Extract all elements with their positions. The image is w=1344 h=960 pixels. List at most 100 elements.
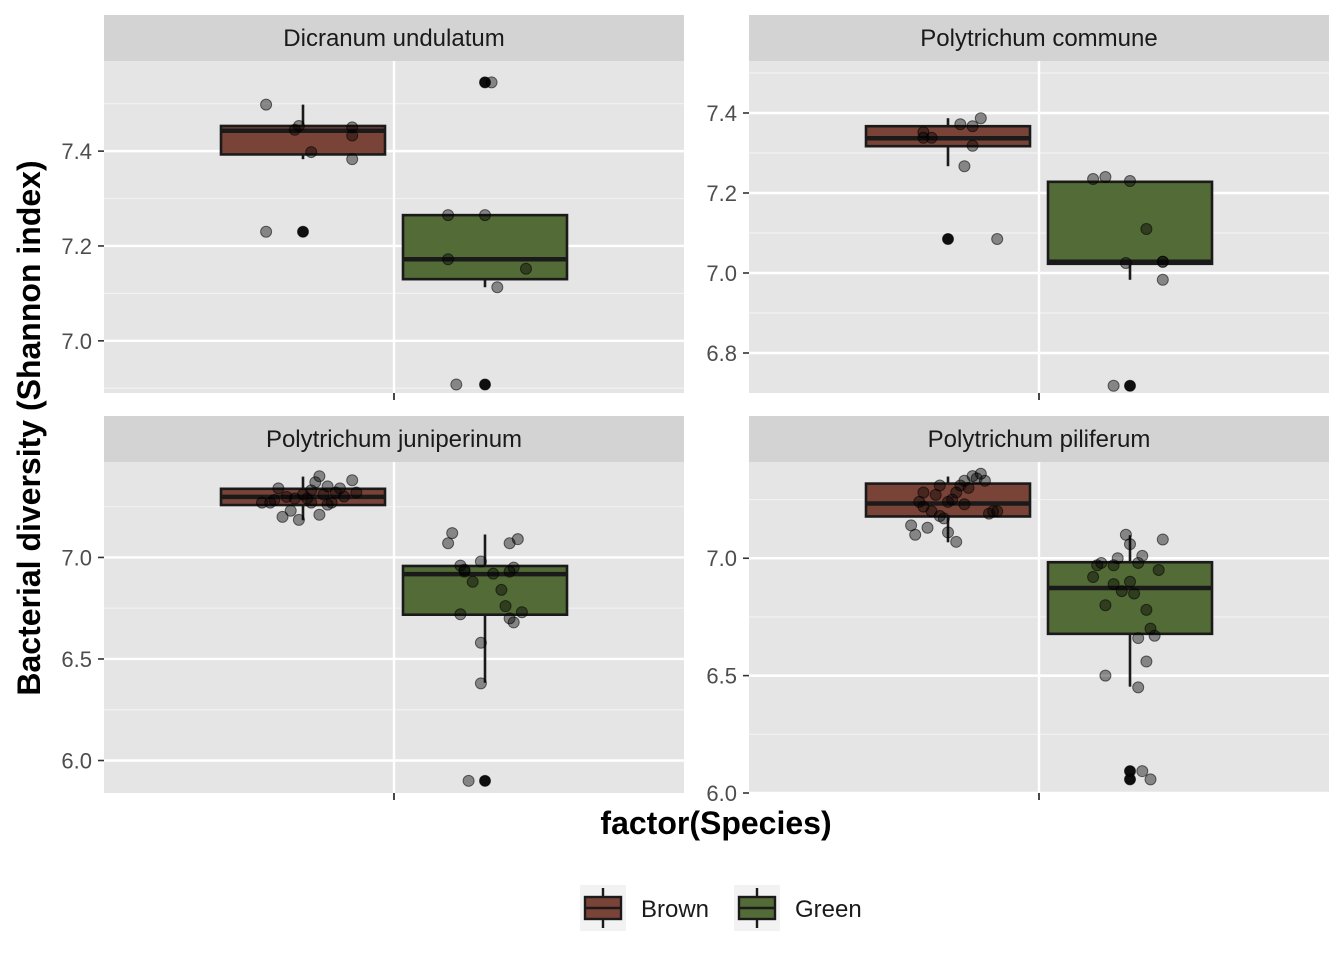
jitter-point — [515, 606, 528, 619]
jitter-point — [974, 112, 987, 125]
jitter-point — [1124, 575, 1136, 588]
jitter-point — [305, 146, 318, 159]
y-tick-label: 7.2 — [61, 234, 92, 259]
jitter-point — [507, 616, 520, 629]
jitter-point — [272, 482, 285, 495]
jitter-point — [1087, 571, 1100, 584]
jitter-point — [485, 76, 498, 89]
jitter-point — [958, 498, 971, 511]
jitter-point — [1136, 765, 1149, 778]
y-tick-label: 6.0 — [61, 749, 92, 774]
jitter-point — [1156, 255, 1169, 268]
jitter-point — [909, 528, 922, 541]
jitter-point — [474, 677, 487, 690]
jitter-point — [479, 76, 491, 89]
box-body — [864, 482, 1032, 518]
jitter-point — [933, 509, 946, 522]
jitter-point — [346, 474, 359, 487]
outlier-point — [479, 775, 491, 787]
jitter-point — [1124, 175, 1136, 187]
jitter-point — [925, 131, 938, 144]
jitter-point — [1140, 655, 1153, 668]
jitter-point — [479, 378, 491, 391]
y-tick-label: 7.0 — [61, 329, 92, 354]
box-body — [1046, 560, 1214, 636]
jitter-point — [346, 153, 359, 166]
jitter-point — [974, 467, 987, 480]
facet-panel: Dicranum undulatum 7.0 7.2 7.4 — [61, 15, 684, 400]
jitter-point — [1124, 773, 1136, 786]
facet-panel: Polytrichum commune 6.8 7.0 7.2 7.4 — [706, 15, 1329, 400]
y-tick-label: 6.5 — [706, 664, 737, 689]
legend-item-brown: Brown — [580, 885, 709, 931]
jitter-point — [1124, 379, 1136, 392]
jitter-point — [1107, 379, 1120, 392]
jitter-point — [284, 504, 297, 517]
facet-title: Polytrichum juniperinum — [266, 426, 522, 453]
jitter-point — [520, 262, 532, 275]
jitter-point — [1111, 552, 1124, 565]
jitter-point — [499, 600, 512, 613]
facet-title: Polytrichum commune — [920, 25, 1157, 52]
jitter-point — [479, 209, 491, 222]
jitter-point — [1132, 632, 1145, 645]
jitter-point — [991, 505, 1004, 518]
jitter-point — [333, 482, 346, 495]
outlier-point — [297, 226, 309, 238]
jitter-point — [276, 510, 289, 523]
jitter-point — [942, 526, 954, 539]
box-green — [1046, 171, 1214, 392]
jitter-point — [991, 233, 1004, 245]
outlier-point — [1124, 380, 1136, 392]
jitter-point — [313, 470, 326, 483]
jitter-point — [1107, 559, 1120, 572]
outlier-point — [942, 233, 954, 245]
jitter-point — [1136, 549, 1149, 562]
jitter-point — [301, 492, 314, 505]
jitter-point — [256, 496, 268, 509]
jitter-point — [511, 533, 524, 546]
y-tick-label: 7.0 — [706, 546, 737, 571]
legend-label: Green — [795, 896, 862, 923]
jitter-point — [479, 774, 491, 787]
facet-strip — [749, 15, 1329, 61]
legend-label: Brown — [641, 896, 709, 923]
jitter-point — [325, 496, 338, 509]
jitter-point — [297, 225, 309, 238]
jitter-point — [446, 527, 459, 540]
y-tick-label: 6.8 — [706, 341, 737, 366]
y-tick-label: 7.0 — [706, 261, 737, 286]
jitter-point — [260, 98, 273, 111]
jitter-point — [1124, 538, 1136, 551]
jitter-point — [450, 378, 463, 391]
y-tick-label: 7.0 — [61, 545, 92, 570]
jitter-point — [917, 486, 930, 499]
jitter-point — [1156, 273, 1169, 286]
jitter-point — [1107, 578, 1120, 591]
jitter-point — [350, 486, 363, 499]
jitter-point — [1144, 773, 1157, 786]
outlier-point — [479, 378, 491, 390]
jitter-point — [966, 120, 979, 133]
jitter-point — [966, 139, 979, 152]
jitter-point — [474, 555, 487, 568]
jitter-point — [474, 636, 487, 649]
jitter-point — [1095, 556, 1108, 569]
jitter-point — [442, 537, 455, 550]
box-brown — [219, 470, 387, 526]
facet-strip — [749, 416, 1329, 462]
jitter-point — [1132, 556, 1145, 569]
box-green — [401, 527, 569, 787]
x-axis-title: factor(Species) — [600, 805, 831, 841]
facet-panel: Polytrichum piliferum 6.0 6.5 7.0 — [706, 416, 1329, 806]
outlier-point — [1124, 765, 1136, 777]
box-brown — [219, 98, 387, 238]
y-tick-label: 6.0 — [706, 781, 737, 806]
jitter-point — [921, 521, 934, 534]
box-brown — [864, 112, 1032, 245]
jitter-point — [1144, 622, 1157, 635]
facet-strip — [104, 416, 684, 462]
jitter-point — [442, 253, 455, 266]
